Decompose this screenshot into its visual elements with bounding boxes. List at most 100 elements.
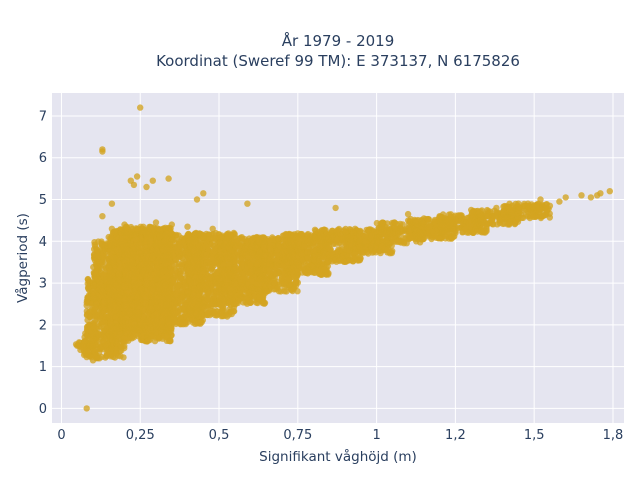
data-point [138, 261, 145, 268]
data-point [148, 299, 155, 306]
data-point [84, 275, 92, 283]
data-point [165, 295, 172, 302]
data-point [209, 264, 216, 271]
data-point [111, 338, 119, 345]
data-point [219, 275, 226, 282]
data-point [136, 327, 143, 334]
data-point [113, 329, 121, 337]
data-point [185, 252, 192, 260]
data-point [162, 252, 169, 259]
data-point [228, 297, 236, 304]
data-point [139, 306, 147, 313]
data-point [109, 287, 117, 294]
data-point [141, 291, 149, 299]
data-point [167, 268, 175, 275]
data-point [210, 242, 217, 249]
data-point [226, 305, 233, 313]
data-point [210, 295, 217, 302]
data-point [115, 246, 122, 253]
data-point [256, 293, 263, 300]
data-point [99, 252, 106, 259]
data-point [86, 322, 93, 330]
data-point [222, 312, 229, 319]
data-point [130, 288, 138, 295]
data-point [133, 236, 140, 243]
data-point [147, 237, 154, 244]
data-point [139, 269, 146, 276]
data-point [118, 344, 125, 351]
data-point [149, 315, 157, 322]
data-point [108, 344, 115, 352]
data-point [95, 338, 102, 346]
data-point [89, 335, 97, 343]
data-point [184, 303, 191, 311]
data-point [153, 275, 160, 283]
data-point [200, 233, 207, 241]
data-point [155, 294, 163, 301]
data-point [144, 310, 152, 317]
data-point [90, 263, 97, 271]
data-point [148, 224, 155, 231]
data-point [169, 315, 177, 322]
data-point [101, 298, 108, 305]
data-point [166, 229, 174, 237]
data-point [220, 243, 228, 250]
data-point [147, 324, 154, 331]
data-point [187, 310, 194, 318]
data-point [179, 260, 186, 267]
data-point [153, 270, 161, 277]
data-point [92, 329, 99, 337]
data-point [226, 245, 233, 253]
data-point [138, 247, 145, 255]
data-point [131, 283, 138, 290]
data-point [137, 321, 144, 328]
data-point [97, 312, 104, 319]
data-point [163, 246, 170, 253]
data-point [179, 268, 187, 275]
data-point [172, 261, 179, 268]
data-point [145, 232, 152, 239]
data-point [133, 254, 140, 261]
data-point [196, 230, 203, 237]
data-points [72, 104, 613, 412]
data-point [217, 251, 225, 258]
data-point [126, 329, 133, 336]
data-point [216, 256, 223, 264]
data-point [116, 294, 123, 302]
data-point [99, 338, 107, 346]
data-point [123, 246, 131, 253]
data-point [190, 298, 198, 305]
data-point [241, 248, 249, 255]
data-point [114, 303, 122, 310]
data-point [161, 238, 168, 245]
data-point [125, 276, 132, 283]
data-point [102, 354, 109, 361]
data-point [190, 238, 198, 245]
data-point [239, 255, 246, 262]
data-point [226, 271, 233, 278]
data-point [105, 277, 113, 285]
data-point [184, 231, 191, 239]
data-point [185, 276, 192, 284]
data-point [110, 254, 118, 261]
data-point [134, 294, 141, 301]
data-point [192, 310, 200, 318]
data-point [231, 280, 239, 287]
data-point [237, 295, 244, 302]
data-point [162, 260, 169, 267]
data-point [156, 233, 164, 241]
data-point [121, 334, 128, 342]
data-point [84, 294, 91, 301]
data-point [173, 291, 180, 298]
data-point [203, 240, 210, 247]
data-point [136, 279, 143, 287]
data-point [126, 231, 133, 238]
data-point [143, 251, 151, 258]
data-point [121, 283, 128, 290]
data-point [99, 289, 106, 296]
data-point [144, 280, 151, 287]
data-point [131, 271, 138, 278]
data-point [184, 288, 192, 295]
data-point [113, 350, 120, 357]
